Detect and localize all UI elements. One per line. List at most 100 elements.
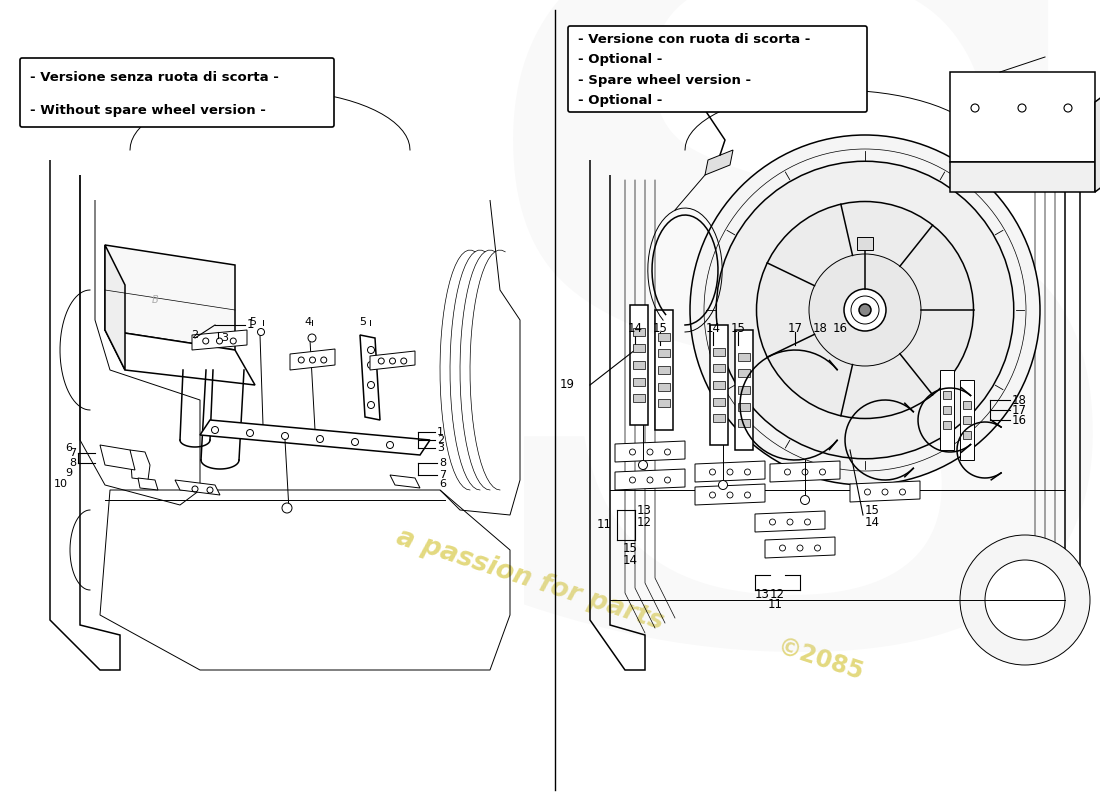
Text: 13: 13 [755, 589, 770, 602]
Text: 7: 7 [439, 470, 447, 480]
Text: 6: 6 [65, 443, 72, 453]
Text: 1: 1 [437, 427, 444, 437]
Polygon shape [940, 370, 954, 450]
Polygon shape [770, 461, 840, 482]
Circle shape [352, 438, 359, 446]
Text: 15: 15 [865, 503, 880, 517]
Text: 16: 16 [1012, 414, 1027, 426]
Bar [738, 419, 750, 427]
Text: S: S [449, 0, 1100, 800]
Circle shape [786, 519, 793, 525]
Circle shape [814, 545, 821, 551]
Polygon shape [615, 441, 685, 462]
Text: 14: 14 [623, 554, 638, 566]
Circle shape [727, 469, 733, 475]
Text: 18: 18 [1012, 394, 1027, 406]
FancyBboxPatch shape [568, 26, 867, 112]
Circle shape [629, 477, 636, 483]
Polygon shape [630, 305, 648, 425]
Bar [713, 414, 725, 422]
Bar [738, 370, 750, 378]
Circle shape [1018, 104, 1026, 112]
Polygon shape [654, 310, 673, 430]
Text: 14: 14 [705, 322, 720, 334]
Circle shape [400, 358, 407, 364]
Circle shape [647, 477, 653, 483]
Circle shape [784, 469, 791, 475]
Bar [658, 333, 670, 341]
Circle shape [298, 357, 305, 363]
Circle shape [757, 202, 974, 418]
Text: 8: 8 [69, 458, 76, 468]
Polygon shape [950, 72, 1094, 162]
Circle shape [710, 492, 715, 498]
Polygon shape [950, 162, 1094, 192]
Circle shape [798, 545, 803, 551]
Polygon shape [695, 461, 764, 482]
Text: - Versione con ruota di scorta -: - Versione con ruota di scorta - [578, 33, 811, 46]
Text: 3: 3 [437, 443, 444, 453]
Polygon shape [857, 237, 873, 250]
Circle shape [317, 435, 323, 442]
Polygon shape [104, 330, 255, 385]
Text: 11: 11 [597, 518, 612, 531]
Circle shape [321, 357, 327, 363]
Text: 16: 16 [833, 322, 847, 334]
Text: B: B [152, 295, 158, 305]
Circle shape [217, 338, 222, 344]
Circle shape [386, 442, 394, 449]
Bar [738, 402, 750, 410]
Bar [658, 366, 670, 374]
Bar [943, 391, 951, 399]
Circle shape [865, 489, 870, 495]
Circle shape [246, 430, 253, 437]
Bar [962, 401, 971, 409]
Circle shape [211, 426, 219, 434]
Bar [658, 382, 670, 390]
Text: 14: 14 [865, 515, 880, 529]
Polygon shape [104, 245, 125, 370]
Text: 1: 1 [248, 318, 254, 331]
Circle shape [367, 362, 374, 369]
Text: 15: 15 [652, 322, 668, 334]
Circle shape [801, 495, 810, 505]
Circle shape [690, 135, 1040, 485]
Circle shape [745, 469, 750, 475]
Polygon shape [100, 445, 135, 470]
Text: 2: 2 [191, 330, 199, 340]
Circle shape [230, 338, 236, 344]
Polygon shape [360, 335, 379, 420]
Circle shape [718, 481, 727, 490]
Circle shape [367, 402, 374, 409]
Text: 13: 13 [637, 503, 652, 517]
Circle shape [389, 358, 396, 364]
Polygon shape [390, 475, 420, 488]
Circle shape [727, 492, 733, 498]
Circle shape [367, 346, 374, 354]
Bar [962, 431, 971, 439]
Text: - Versione senza ruota di scorta -: - Versione senza ruota di scorta - [30, 71, 279, 84]
Polygon shape [960, 380, 974, 460]
Text: a passion for parts: a passion for parts [393, 525, 667, 635]
Polygon shape [192, 330, 248, 350]
Text: - Optional -: - Optional - [578, 54, 662, 66]
Circle shape [308, 334, 316, 342]
Text: 8: 8 [439, 458, 447, 468]
Polygon shape [175, 480, 220, 495]
Text: 4: 4 [305, 317, 311, 327]
Circle shape [367, 382, 374, 389]
Bar [713, 348, 725, 356]
Bar [713, 398, 725, 406]
Text: 12: 12 [637, 515, 652, 529]
Text: 6: 6 [439, 479, 446, 489]
Circle shape [309, 357, 316, 363]
Circle shape [770, 519, 776, 525]
Bar [632, 378, 645, 386]
Text: 19: 19 [560, 378, 575, 391]
Polygon shape [290, 349, 336, 370]
Circle shape [804, 519, 811, 525]
Text: - Spare wheel version -: - Spare wheel version - [578, 74, 751, 86]
Circle shape [984, 560, 1065, 640]
Circle shape [882, 489, 888, 495]
Circle shape [282, 433, 288, 439]
